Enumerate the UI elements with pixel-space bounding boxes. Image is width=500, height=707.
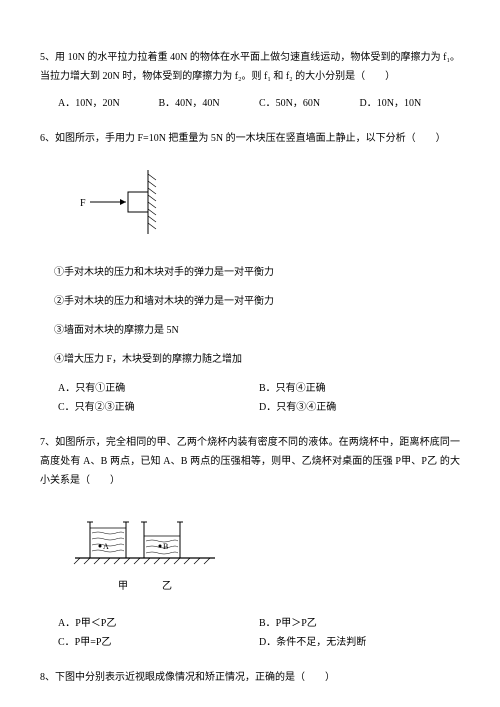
q6-opt-d: D．只有③④正确 [259, 398, 460, 417]
q6-figure: F [70, 166, 460, 245]
q5-stem: 5、用 10N 的水平拉力拉着重 40N 的物体在水平面上做匀速直线运动，物体受… [40, 48, 460, 86]
q6-options: A．只有①正确 B．只有④正确 C．只有②③正确 D．只有③④正确 [40, 379, 460, 417]
q7-stem: 7、如图所示，完全相同的甲、乙两个烧杯内装有密度不同的液体。在两烧杯中，距离杯底… [40, 433, 460, 490]
point-a-label: A [103, 542, 109, 551]
q5-opt-b: B．40N，40N [159, 94, 260, 113]
q7-options: A．P甲＜P乙 B．P甲＞P乙 C．P甲=P乙 D．条件不足，无法判断 [40, 614, 460, 652]
q5-opt-d: D．10N，10N [360, 94, 461, 113]
q8-stem: 8、下图中分别表示近视眼成像情况和矫正情况，正确的是（ ） [40, 668, 460, 687]
q6-opt-a: A．只有①正确 [58, 379, 259, 398]
question-5: 5、用 10N 的水平拉力拉着重 40N 的物体在水平面上做匀速直线运动，物体受… [40, 48, 460, 113]
q5-options: A．10N，20N B．40N，40N C．50N，60N D．10N，10N [40, 94, 460, 113]
q5-opt-c: C．50N，60N [259, 94, 360, 113]
question-6: 6、如图所示，手用力 F=10N 把重量为 5N 的一木块压在竖直墙面上静止，以… [40, 129, 460, 417]
q6-stmt1: ①手对木块的压力和木块对手的弹力是一对平衡力 [40, 263, 460, 282]
beaker-labels: 甲 乙 [118, 577, 460, 596]
q7-opt-a: A．P甲＜P乙 [58, 614, 259, 633]
q6-opt-b: B．只有④正确 [259, 379, 460, 398]
label-jia: 甲 [118, 577, 128, 596]
q6-stmt3: ③墙面对木块的摩擦力是 5N [40, 321, 460, 340]
block-wall-diagram: F [70, 166, 180, 238]
q7-opt-d: D．条件不足，无法判断 [259, 633, 460, 652]
beakers-diagram: A B [70, 508, 220, 570]
q6-opt-c: C．只有②③正确 [58, 398, 259, 417]
q5-opt-a: A．10N，20N [58, 94, 159, 113]
question-7: 7、如图所示，完全相同的甲、乙两个烧杯内装有密度不同的液体。在两烧杯中，距离杯底… [40, 433, 460, 652]
q7-opt-b: B．P甲＞P乙 [259, 614, 460, 633]
label-yi: 乙 [162, 577, 172, 596]
q6-stmt4: ④增大压力 F，木块受到的摩擦力随之增加 [40, 350, 460, 369]
q6-stem: 6、如图所示，手用力 F=10N 把重量为 5N 的一木块压在竖直墙面上静止，以… [40, 129, 460, 148]
force-label: F [80, 198, 86, 209]
point-b-label: B [163, 542, 168, 551]
q6-stmt2: ②手对木块的压力和墙对木块的弹力是一对平衡力 [40, 292, 460, 311]
question-8: 8、下图中分别表示近视眼成像情况和矫正情况，正确的是（ ） [40, 668, 460, 687]
q7-figure: A B 甲 乙 [70, 508, 460, 596]
q7-opt-c: C．P甲=P乙 [58, 633, 259, 652]
